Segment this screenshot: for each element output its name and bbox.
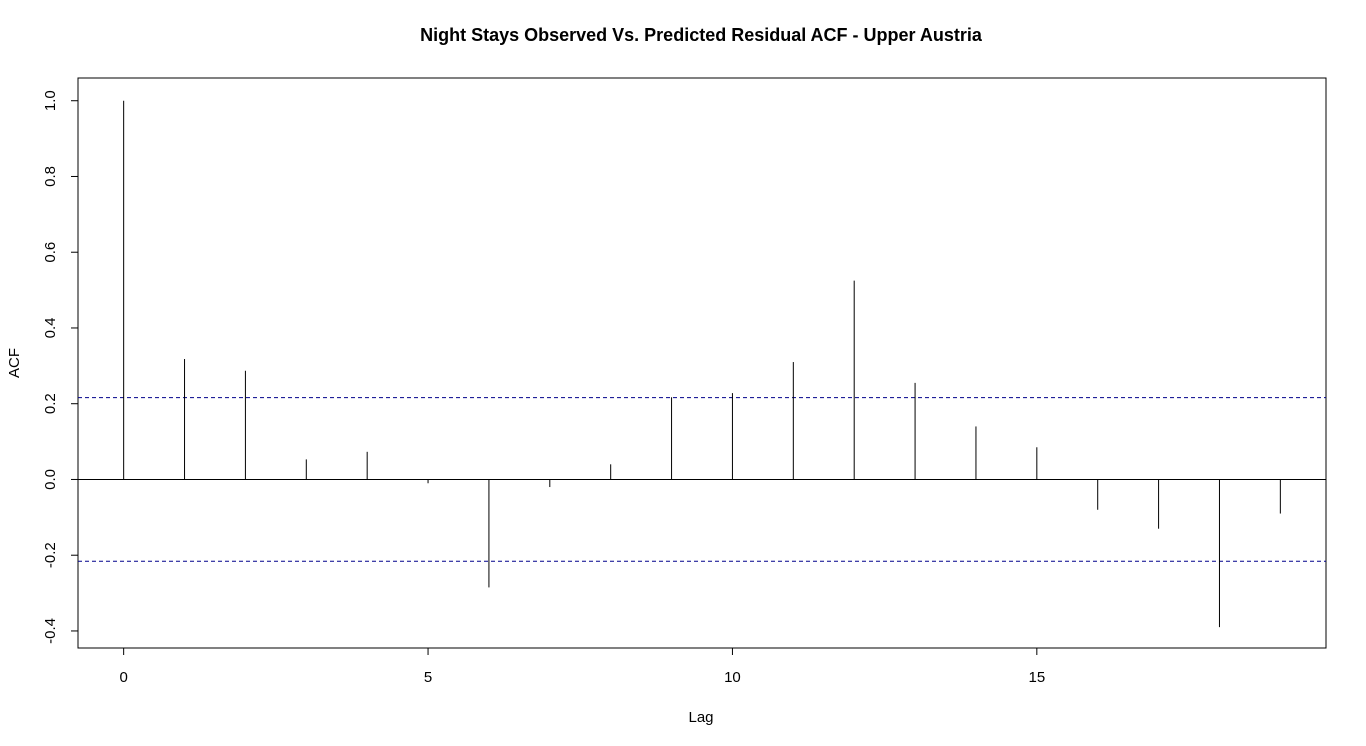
y-tick-label: 0.6 — [42, 242, 59, 263]
y-axis: -0.4 -0.2 0.0 0.2 0.4 0.6 0.8 1.0 — [42, 90, 79, 644]
x-tick-label: 0 — [119, 669, 127, 686]
y-tick-label: -0.2 — [42, 542, 59, 568]
y-tick-label: -0.4 — [42, 618, 59, 644]
x-axis: 0 5 10 15 — [119, 647, 1045, 686]
y-tick-label: 0.4 — [42, 318, 59, 339]
x-tick-label: 10 — [724, 669, 741, 686]
x-tick-label: 5 — [424, 669, 432, 686]
x-tick-label: 15 — [1028, 669, 1045, 686]
y-tick-label: 0.0 — [42, 469, 59, 490]
y-tick-label: 0.8 — [42, 166, 59, 187]
x-axis-label: Lag — [688, 709, 713, 726]
y-axis-label: ACF — [6, 348, 23, 378]
y-tick-label: 0.2 — [42, 393, 59, 414]
y-tick-label: 1.0 — [42, 90, 59, 111]
plot-frame — [77, 77, 1327, 649]
acf-bars — [123, 100, 1281, 628]
chart-title: Night Stays Observed Vs. Predicted Resid… — [420, 25, 983, 45]
confidence-bounds — [78, 397, 1326, 562]
